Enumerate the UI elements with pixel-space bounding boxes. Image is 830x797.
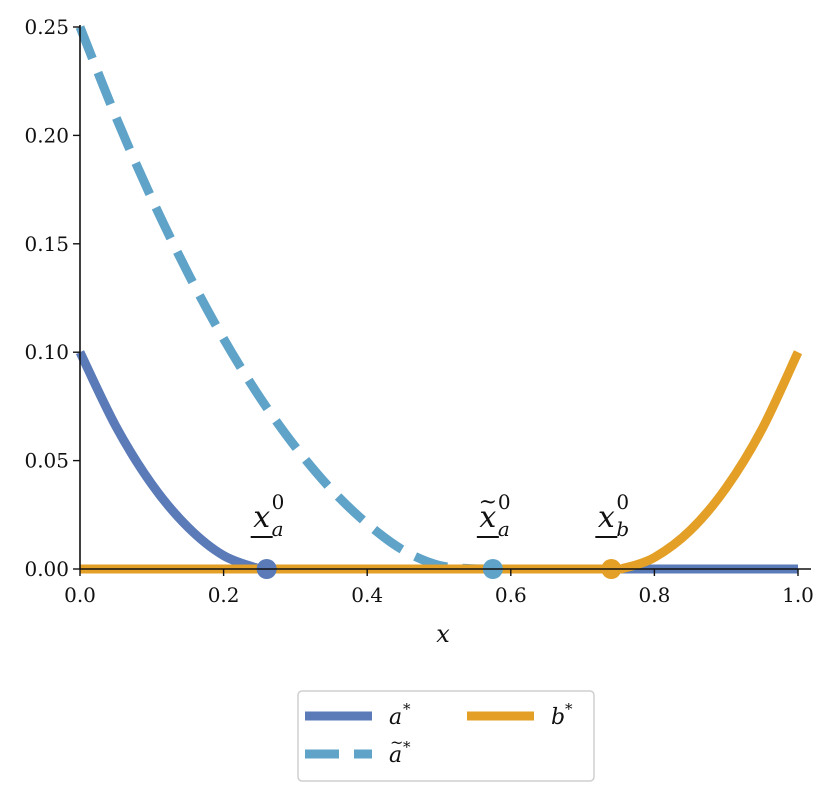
legend-superscript: * [403, 700, 411, 718]
legend-label: a [389, 743, 402, 768]
y-tick-label: 0.25 [24, 15, 69, 39]
x-axis-title: x [436, 620, 450, 648]
point-annotation-1: x a 0 [250, 490, 285, 541]
x-tick-label: 1.0 [782, 583, 814, 607]
annotation-base: x [479, 500, 496, 535]
y-tick-label: 0.20 [24, 123, 69, 147]
y-tick-label: 0.00 [24, 557, 69, 581]
y-tick-label: 0.05 [24, 449, 69, 473]
x-tick-label: 0.0 [64, 583, 96, 607]
annotation-superscript: 0 [616, 490, 629, 514]
x-tick-label: 0.2 [208, 583, 240, 607]
annotation-subscript: b [616, 517, 629, 541]
annotation-layer: x a0 x~a0 x b0 [250, 490, 629, 541]
legend-box [297, 690, 595, 782]
series-line-a-tilde [75, 25, 798, 574]
legend-label: b [551, 705, 565, 730]
x-tick-label: 0.6 [495, 583, 527, 607]
annotation-subscript: a [498, 517, 510, 541]
point-annotation-3: x b 0 [595, 490, 629, 541]
legend-accent: ~ [390, 733, 403, 752]
annotation-base: x [598, 500, 615, 535]
y-tick-label: 0.10 [24, 340, 69, 364]
annotation-base: x [253, 500, 270, 535]
y-tick-label: 0.15 [24, 232, 69, 256]
annotation-superscript: 0 [498, 490, 511, 514]
legend-superscript: * [565, 700, 573, 718]
axes-layer: 0.0 0.2 0.4 0.6 0.8 1.0 0.00 0.05 0.10 0.15 0.20 0.… [24, 15, 813, 648]
point-annotation-2: x~a 0 [476, 490, 511, 541]
series-layer [75, 25, 803, 579]
series-line-b [80, 350, 803, 574]
legend-superscript: * [403, 738, 411, 756]
legend-label: a [389, 705, 402, 730]
annotation-superscript: 0 [272, 490, 285, 514]
x-tick-label: 0.8 [638, 583, 670, 607]
legend: a *a~ *b * [297, 690, 595, 782]
legend-item: a * [305, 700, 411, 730]
annotation-subscript: a [272, 517, 284, 541]
x-tick-label: 0.4 [351, 583, 383, 607]
legend-item: a~ * [305, 733, 411, 768]
annotation-accent: ~ [479, 490, 497, 515]
legend-item: b * [467, 700, 573, 730]
